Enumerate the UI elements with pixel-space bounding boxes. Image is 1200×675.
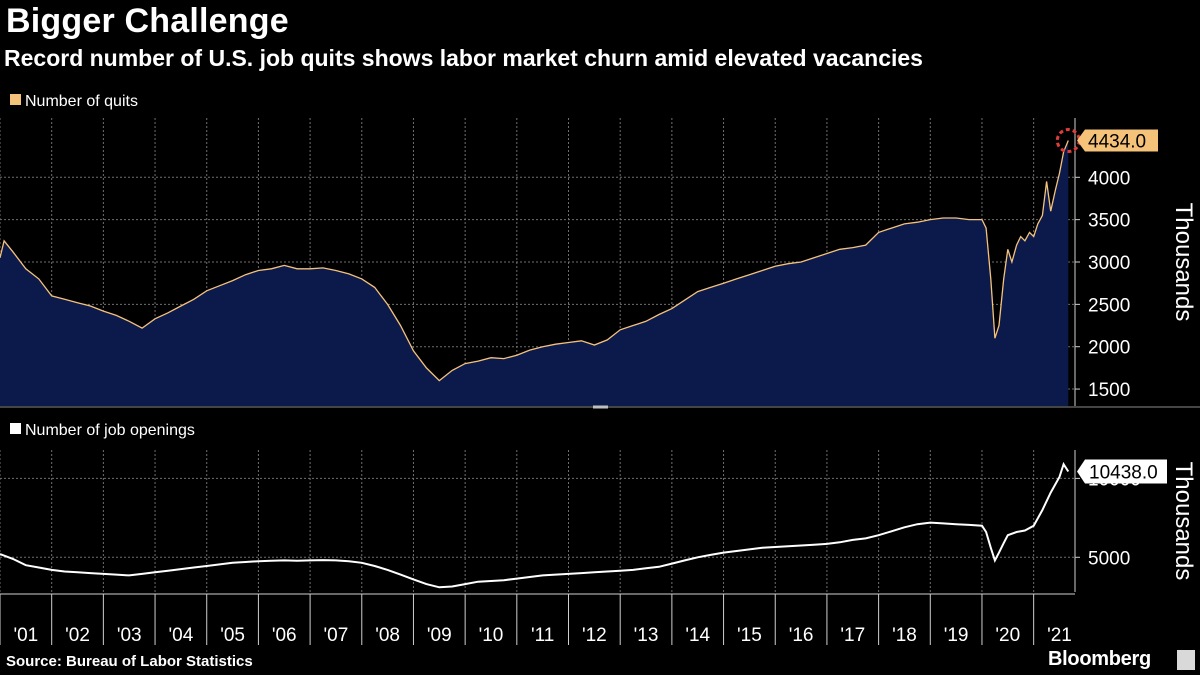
x-tick-label: '19 xyxy=(944,625,969,646)
openings-last-value-callout: 10438.0 xyxy=(1077,459,1167,484)
quits-y-axis-title: Thousands xyxy=(1170,203,1197,322)
quits-series-line xyxy=(0,140,1069,382)
source-note: Source: Bureau of Labor Statistics xyxy=(6,653,253,670)
openings-gridlines xyxy=(0,450,1075,592)
bloomberg-terminal-icon xyxy=(1177,650,1195,670)
quits-callout-box xyxy=(1077,129,1158,152)
x-tick-label: '13 xyxy=(634,625,659,646)
page-title: Bigger Challenge xyxy=(6,2,289,40)
openings-legend-label: Number of job openings xyxy=(25,422,195,439)
x-tick-label: '06 xyxy=(272,625,297,646)
x-axis: '01 '02 '03 '04 '05 '06 '07 '08 '09 '10 '11 '12 '13 '… xyxy=(0,593,1075,646)
quits-y-axis: 1500 2000 2500 3000 3500 4000 xyxy=(1074,118,1130,406)
quits-area-fill xyxy=(0,140,1069,406)
x-tick-label: '10 xyxy=(479,625,504,646)
quits-y-tick-label: 1500 xyxy=(1088,380,1130,401)
quits-y-tick-label: 2500 xyxy=(1088,295,1130,316)
quits-y-tick-label: 3500 xyxy=(1088,211,1130,232)
x-tick-label: '05 xyxy=(220,625,245,646)
x-tick-label: '02 xyxy=(65,625,90,646)
x-tick-label: '18 xyxy=(892,625,917,646)
quits-y-tick-label: 3000 xyxy=(1088,253,1130,274)
x-tick-label: '09 xyxy=(427,625,452,646)
openings-last-value-label: 10438.0 xyxy=(1089,462,1158,483)
x-tick-label: '14 xyxy=(685,625,710,646)
quits-last-value-label: 4434.0 xyxy=(1088,132,1146,153)
openings-y-tick-label: 5000 xyxy=(1088,548,1130,569)
openings-y-axis-title: Thousands xyxy=(1170,462,1197,581)
x-tick-label: '08 xyxy=(375,625,400,646)
quits-y-tick-label: 2000 xyxy=(1088,338,1130,359)
x-tick-label: '01 xyxy=(13,625,38,646)
openings-series-line xyxy=(0,461,1070,589)
openings-legend-swatch xyxy=(10,423,21,434)
openings-callout-box xyxy=(1077,459,1167,484)
x-tick-label: '15 xyxy=(737,625,762,646)
quits-legend-swatch xyxy=(10,94,21,105)
x-tick-label: '20 xyxy=(995,625,1020,646)
page-subtitle: Record number of U.S. job quits shows la… xyxy=(4,45,923,71)
quits-last-value-callout: 4434.0 xyxy=(1077,129,1158,153)
x-tick-label: '12 xyxy=(582,625,607,646)
x-tick-label: '16 xyxy=(789,625,814,646)
bloomberg-logo: Bloomberg xyxy=(1048,648,1151,670)
x-tick-label: '11 xyxy=(531,625,554,646)
x-tick-label: '17 xyxy=(840,625,865,646)
x-tick-label: '07 xyxy=(324,625,349,646)
x-tick-label: '21 xyxy=(1047,625,1072,646)
quits-legend-label: Number of quits xyxy=(25,93,138,110)
quits-y-tick-label: 4000 xyxy=(1088,168,1130,189)
x-tick-label: '03 xyxy=(117,625,142,646)
x-tick-label: '04 xyxy=(169,625,194,646)
